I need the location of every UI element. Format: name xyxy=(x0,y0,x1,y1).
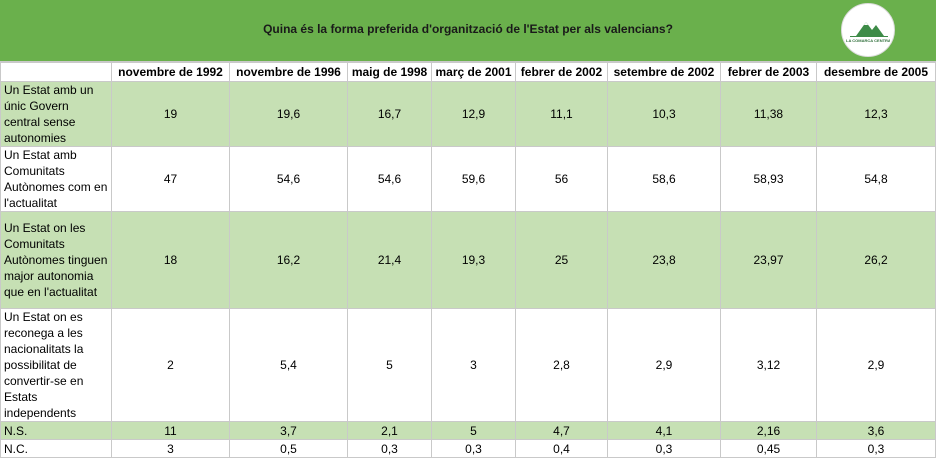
table-cell: 12,3 xyxy=(816,81,936,147)
row-label: Un Estat amb Comunitats Autònomes com en… xyxy=(0,146,112,212)
row-label: N.C. xyxy=(0,439,112,458)
table-cell: 3 xyxy=(111,439,230,458)
column-header: desembre de 2005 xyxy=(816,62,936,82)
table-row: Un Estat on les Comunitats Autònomes tin… xyxy=(0,211,936,309)
table-cell: 25 xyxy=(515,211,608,309)
table-cell: 5,4 xyxy=(229,308,348,422)
table-cell: 11,1 xyxy=(515,81,608,147)
mountain-logo-icon: LA COMARCA CENTRAL xyxy=(841,3,895,57)
table-cell: 59,6 xyxy=(431,146,516,212)
table-cell: 4,1 xyxy=(607,421,721,440)
table-cell: 0,3 xyxy=(816,439,936,458)
data-table: novembre de 1992 novembre de 1996 maig d… xyxy=(0,62,936,458)
table-cell: 58,93 xyxy=(720,146,817,212)
table-cell: 2,9 xyxy=(607,308,721,422)
table-cell: 2,9 xyxy=(816,308,936,422)
table-cell: 4,7 xyxy=(515,421,608,440)
table-cell: 23,97 xyxy=(720,211,817,309)
table-cell: 0,45 xyxy=(720,439,817,458)
table-cell: 12,9 xyxy=(431,81,516,147)
table-row: Un Estat amb Comunitats Autònomes com en… xyxy=(0,146,936,212)
row-label: Un Estat on es reconega a les nacionalit… xyxy=(0,308,112,422)
table-cell: 0,4 xyxy=(515,439,608,458)
table-cell: 58,6 xyxy=(607,146,721,212)
table-cell: 47 xyxy=(111,146,230,212)
table-title: Quina és la forma preferida d'organitzac… xyxy=(263,22,673,36)
column-header: novembre de 1996 xyxy=(229,62,348,82)
table-cell: 54,6 xyxy=(229,146,348,212)
table-cell: 19,3 xyxy=(431,211,516,309)
table-cell: 2,1 xyxy=(347,421,432,440)
table-cell: 2,8 xyxy=(515,308,608,422)
column-header: novembre de 1992 xyxy=(111,62,230,82)
column-header: març de 2001 xyxy=(431,62,516,82)
table-cell: 2,16 xyxy=(720,421,817,440)
table-cell: 0,3 xyxy=(431,439,516,458)
column-header: maig de 1998 xyxy=(347,62,432,82)
table-cell: 19 xyxy=(111,81,230,147)
table-cell: 11 xyxy=(111,421,230,440)
row-label: N.S. xyxy=(0,421,112,440)
table-row: N.C. 3 0,5 0,3 0,3 0,4 0,3 0,45 0,3 xyxy=(0,439,936,458)
header-corner-cell xyxy=(0,62,112,82)
header-row: novembre de 1992 novembre de 1996 maig d… xyxy=(0,62,936,82)
row-label: Un Estat on les Comunitats Autònomes tin… xyxy=(0,211,112,309)
table-row: Un Estat amb un únic Govern central sens… xyxy=(0,81,936,147)
column-header: febrer de 2003 xyxy=(720,62,817,82)
table-row: N.S. 11 3,7 2,1 5 4,7 4,1 2,16 3,6 xyxy=(0,421,936,440)
table-cell: 5 xyxy=(347,308,432,422)
table-cell: 16,2 xyxy=(229,211,348,309)
table-cell: 18 xyxy=(111,211,230,309)
table-cell: 3,7 xyxy=(229,421,348,440)
table-cell: 3,12 xyxy=(720,308,817,422)
table-cell: 54,8 xyxy=(816,146,936,212)
table-cell: 0,5 xyxy=(229,439,348,458)
table-cell: 5 xyxy=(431,421,516,440)
logo-text: LA COMARCA CENTRAL xyxy=(846,38,890,43)
column-header: setembre de 2002 xyxy=(607,62,721,82)
table-cell: 23,8 xyxy=(607,211,721,309)
table-cell: 16,7 xyxy=(347,81,432,147)
table-cell: 54,6 xyxy=(347,146,432,212)
table-row: Un Estat on es reconega a les nacionalit… xyxy=(0,308,936,422)
table-cell: 26,2 xyxy=(816,211,936,309)
table-cell: 10,3 xyxy=(607,81,721,147)
table-cell: 11,38 xyxy=(720,81,817,147)
table-cell: 0,3 xyxy=(347,439,432,458)
table-cell: 0,3 xyxy=(607,439,721,458)
table-cell: 3 xyxy=(431,308,516,422)
table-cell: 2 xyxy=(111,308,230,422)
column-header: febrer de 2002 xyxy=(515,62,608,82)
table-cell: 56 xyxy=(515,146,608,212)
table-cell: 21,4 xyxy=(347,211,432,309)
row-label: Un Estat amb un únic Govern central sens… xyxy=(0,81,112,147)
table-cell: 19,6 xyxy=(229,81,348,147)
title-band: Quina és la forma preferida d'organitzac… xyxy=(0,0,936,62)
table-cell: 3,6 xyxy=(816,421,936,440)
